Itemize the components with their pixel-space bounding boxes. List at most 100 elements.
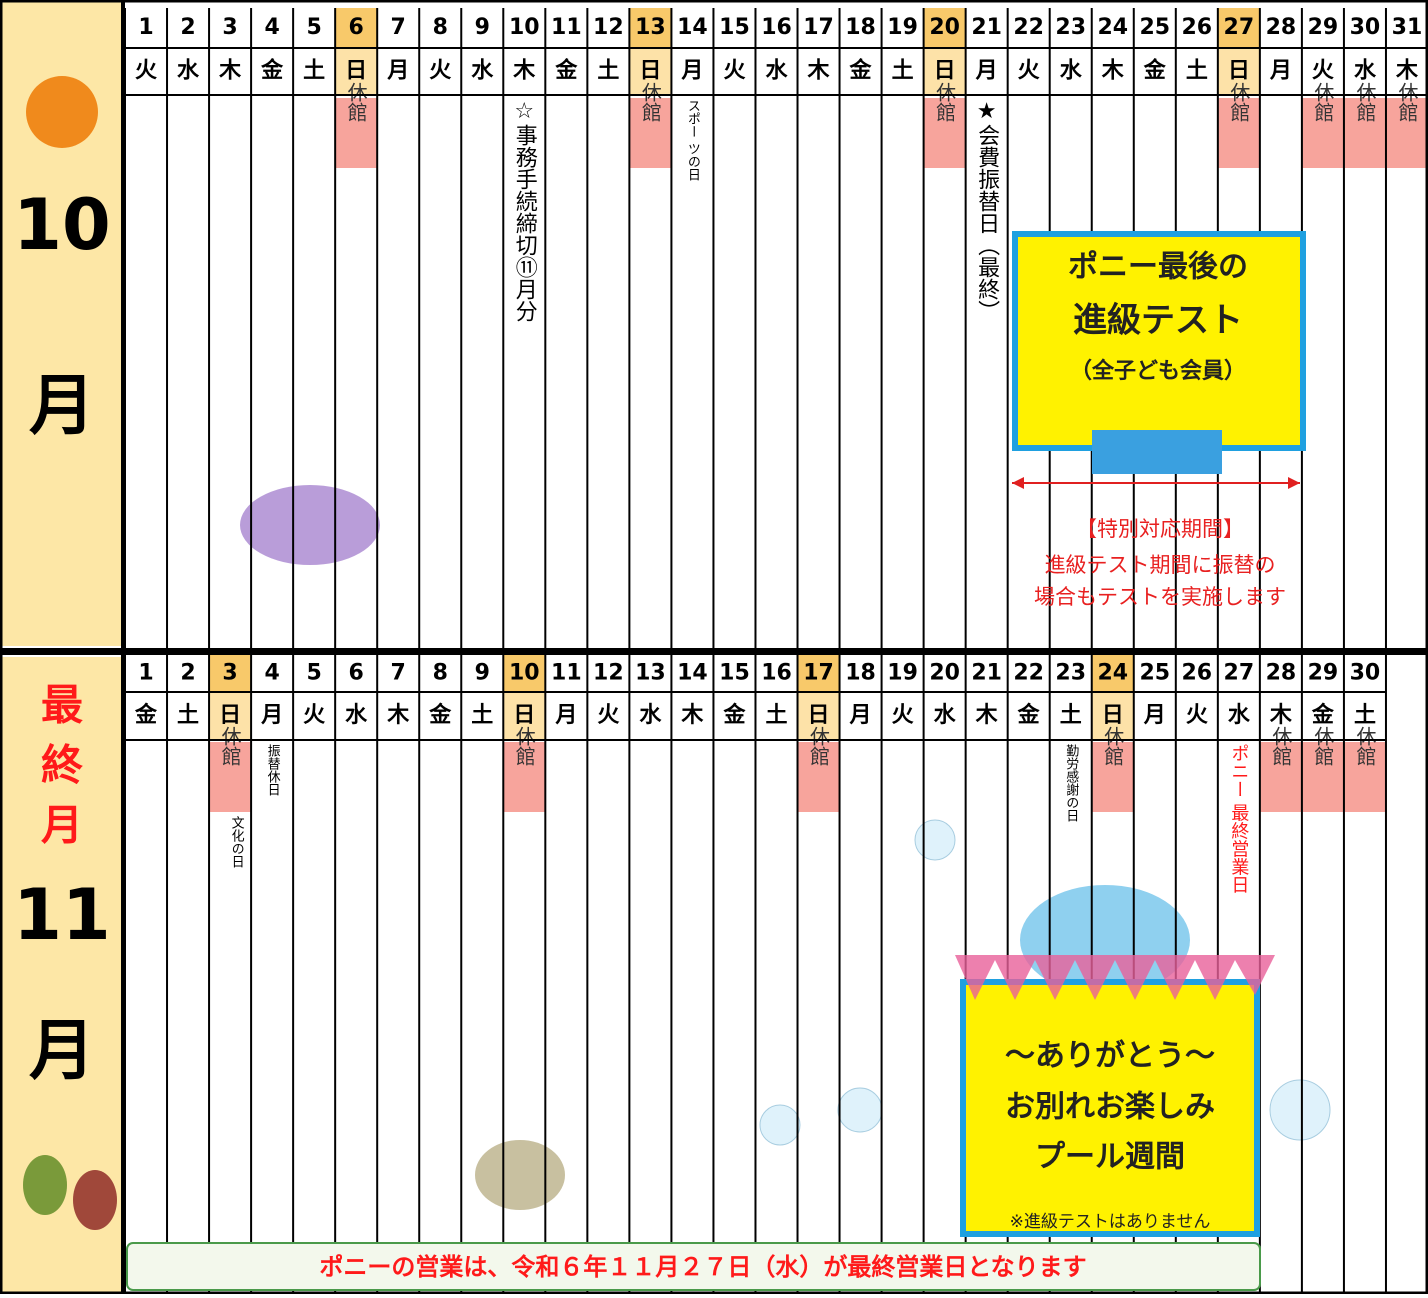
holiday-number-cell — [629, 8, 672, 48]
day-number: 25 — [1139, 661, 1170, 686]
day-number: 9 — [475, 15, 490, 40]
day-number: 1 — [138, 661, 153, 686]
closed-label: 休館 — [1353, 82, 1377, 122]
weekday: 金 — [722, 702, 746, 728]
holiday-number-cell — [503, 655, 546, 692]
holiday-weekday-cell — [1091, 692, 1134, 740]
weekday: 火 — [1312, 59, 1334, 84]
closed-cell — [1343, 98, 1386, 168]
holiday-number-cell — [209, 655, 252, 692]
weekday: 日 — [513, 703, 535, 728]
day-number: 11 — [551, 661, 582, 686]
day-number: 7 — [391, 661, 406, 686]
day-number: 21 — [971, 15, 1002, 40]
month-number: 11 — [13, 874, 110, 956]
weekday: 日 — [934, 59, 956, 84]
weekday: 月 — [1269, 59, 1292, 84]
weekday: 金 — [1017, 702, 1041, 728]
day-number: 27 — [1224, 661, 1255, 686]
weekday: 火 — [597, 703, 619, 728]
day-number: 29 — [1308, 661, 1339, 686]
day-number: 17 — [803, 661, 834, 686]
holiday-weekday-cell — [923, 48, 966, 95]
bunting — [955, 955, 1275, 1000]
closed-cell — [335, 98, 378, 168]
holiday-number-cell — [797, 655, 840, 692]
test-box-line: （全子ども会員） — [1070, 358, 1246, 384]
weekday: 土 — [1060, 703, 1082, 728]
weekday: 火 — [135, 59, 157, 84]
test-box-line: ポニー最後の — [1068, 250, 1248, 285]
day-number: 2 — [180, 15, 195, 40]
callout-line: 場合もテストを実施します — [1034, 585, 1286, 609]
holiday-weekday-cell — [209, 692, 252, 740]
weekday: 木 — [1269, 703, 1293, 728]
test-box — [1012, 231, 1306, 451]
weekday: 水 — [934, 703, 957, 728]
weekday: 火 — [1186, 703, 1208, 728]
weekday: 水 — [1228, 703, 1251, 728]
day-number: 6 — [349, 661, 364, 686]
holiday-number-cell — [335, 8, 378, 48]
holiday-weekday-cell — [629, 48, 672, 95]
closed-cell — [1343, 742, 1386, 812]
weekday: 金 — [1143, 58, 1167, 84]
month-suffix: 月 — [29, 1012, 95, 1089]
pool-box-line: プール週間 — [1035, 1140, 1185, 1175]
closed-cell — [1301, 98, 1344, 168]
weekday: 土 — [1186, 59, 1208, 84]
closed-cell — [629, 98, 672, 168]
day-number: 4 — [264, 661, 279, 686]
callout-line: 進級テスト期間に振替の — [1045, 553, 1276, 577]
acorn-icon — [73, 1170, 117, 1230]
weekday: 水 — [1354, 59, 1377, 84]
closed-label: 休館 — [1269, 726, 1293, 766]
weekday: 水 — [1060, 59, 1083, 84]
holiday-weekday-cell — [797, 692, 840, 740]
weekday: 金 — [134, 702, 158, 728]
holiday-number-cell — [1217, 8, 1260, 48]
weekday: 月 — [554, 703, 577, 728]
pumpkin-icon — [26, 76, 98, 148]
day-number: 27 — [1224, 15, 1255, 40]
pool-box-line: お別れお楽しみ — [1005, 1090, 1215, 1125]
weekday: 木 — [386, 703, 410, 728]
holiday-weekday-cell — [335, 48, 378, 95]
weekday: 金 — [1311, 702, 1335, 728]
closed-label: 休館 — [512, 726, 536, 766]
closed-cell — [503, 742, 546, 812]
bubble-icon — [759, 1104, 801, 1146]
day-number: 7 — [391, 15, 406, 40]
day-number: 24 — [1097, 15, 1128, 40]
closed-cell — [1091, 742, 1134, 812]
weekday: 火 — [892, 703, 914, 728]
final-month-label: 終 — [41, 741, 83, 790]
closed-cell — [923, 98, 966, 168]
day-number: 4 — [264, 15, 279, 40]
day-number: 26 — [1182, 15, 1213, 40]
closed-label: 休館 — [1311, 82, 1335, 122]
day-number: 9 — [475, 661, 490, 686]
weekday: 日 — [808, 703, 830, 728]
vertical-note: 振替休日 — [265, 744, 281, 796]
closed-label: 休館 — [1101, 726, 1125, 766]
day-number: 13 — [635, 661, 666, 686]
weekday: 水 — [345, 703, 368, 728]
vertical-note: スポー ツの日 — [685, 99, 700, 182]
test-box-line: 進級テスト — [1073, 301, 1243, 341]
weekday: 火 — [1018, 59, 1040, 84]
day-number: 26 — [1182, 661, 1213, 686]
day-number: 20 — [929, 15, 960, 40]
day-number: 15 — [719, 15, 750, 40]
weekday: 木 — [1101, 59, 1125, 84]
weekday: 月 — [680, 59, 703, 84]
closed-label: 休館 — [1311, 726, 1335, 766]
bubble-icon — [837, 1087, 883, 1133]
weekday: 木 — [975, 703, 999, 728]
vertical-note: ☆事務手続締切⑪月分 — [512, 99, 538, 322]
day-number: 21 — [971, 661, 1002, 686]
weekday: 火 — [429, 59, 451, 84]
closed-cell — [797, 742, 840, 812]
